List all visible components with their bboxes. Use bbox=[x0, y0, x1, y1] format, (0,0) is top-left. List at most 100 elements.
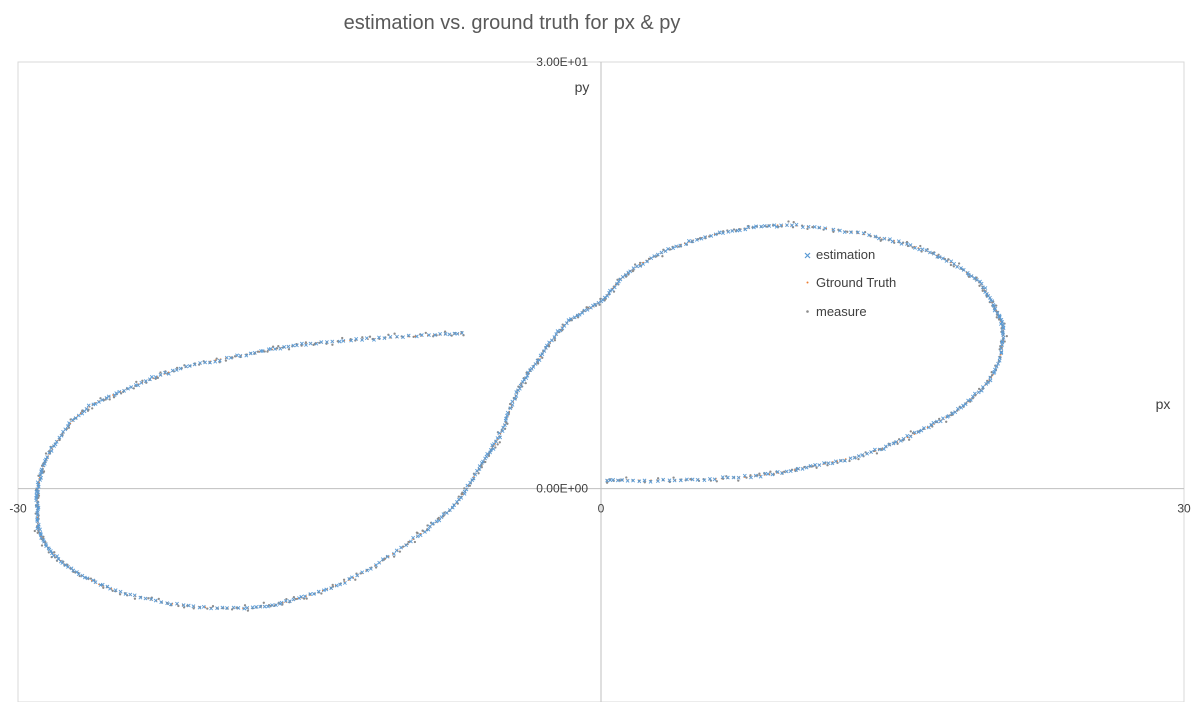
estimation-point bbox=[55, 554, 60, 559]
estimation-point bbox=[759, 224, 764, 229]
estimation-point bbox=[993, 306, 998, 311]
estimation-point bbox=[401, 335, 405, 340]
estimation-point bbox=[66, 564, 70, 569]
estimation-point bbox=[308, 592, 313, 597]
measure-point bbox=[157, 597, 160, 601]
measure-point bbox=[40, 544, 44, 547]
estimation-point bbox=[443, 331, 448, 336]
legend-item-estimation: estimation bbox=[804, 247, 875, 262]
estimation-point bbox=[342, 581, 347, 585]
estimation-point bbox=[394, 548, 399, 553]
estimation-point bbox=[422, 529, 427, 534]
estimation-point bbox=[717, 230, 722, 235]
estimation-point bbox=[980, 385, 985, 390]
estimation-point bbox=[291, 343, 296, 348]
estimation-point bbox=[917, 247, 922, 252]
estimation-point bbox=[634, 264, 639, 269]
estimation-point bbox=[552, 335, 557, 340]
estimation-point bbox=[780, 471, 784, 475]
estimation-point bbox=[891, 441, 896, 446]
estimation-point bbox=[385, 554, 390, 559]
estimation-point bbox=[624, 272, 628, 277]
estimation-point bbox=[575, 313, 580, 318]
estimation-point bbox=[143, 379, 148, 384]
estimation-point bbox=[721, 231, 725, 236]
estimation-point bbox=[45, 455, 50, 460]
estimation-point bbox=[908, 434, 913, 439]
estimation-point bbox=[235, 353, 239, 358]
estimation-point bbox=[993, 367, 997, 372]
estimation-point bbox=[566, 318, 571, 323]
estimation-point bbox=[117, 389, 122, 394]
estimation-point bbox=[430, 521, 435, 526]
estimation-point bbox=[395, 334, 399, 339]
estimation-point bbox=[502, 423, 507, 428]
measure-point bbox=[331, 583, 334, 587]
estimation-point bbox=[988, 298, 993, 303]
estimation-point bbox=[703, 235, 708, 240]
estimation-point bbox=[860, 453, 865, 457]
estimation-point bbox=[979, 388, 984, 393]
estimation-point bbox=[856, 454, 861, 459]
measure-point bbox=[553, 339, 557, 342]
measure-point bbox=[662, 248, 665, 251]
estimation-point bbox=[266, 604, 270, 609]
estimation-point bbox=[794, 468, 799, 472]
estimation-point bbox=[535, 358, 540, 363]
estimation-point bbox=[488, 450, 493, 455]
estimation-point bbox=[912, 430, 917, 435]
estimation-point bbox=[998, 322, 1003, 326]
measure-point bbox=[192, 607, 195, 610]
measure-point bbox=[36, 531, 39, 534]
measure-point bbox=[627, 273, 630, 276]
estimation-point bbox=[988, 375, 993, 380]
estimation-point bbox=[98, 583, 103, 587]
estimation-point bbox=[337, 339, 342, 344]
measure-point bbox=[407, 540, 410, 544]
estimation-point bbox=[175, 601, 179, 606]
estimation-point bbox=[544, 343, 549, 348]
estimation-point bbox=[35, 526, 40, 531]
estimation-point bbox=[966, 398, 971, 403]
estimation-point bbox=[258, 604, 263, 609]
estimation-point bbox=[277, 601, 282, 606]
estimation-point bbox=[877, 447, 882, 452]
estimation-point bbox=[941, 416, 945, 421]
measure-point bbox=[108, 398, 111, 401]
measure-point bbox=[331, 343, 334, 346]
estimation-point bbox=[217, 358, 222, 363]
estimation-point bbox=[354, 336, 359, 341]
measure-point bbox=[496, 443, 499, 446]
estimation-point bbox=[479, 461, 484, 465]
measure-point bbox=[669, 248, 672, 251]
measure-point bbox=[392, 555, 396, 558]
estimation-point bbox=[414, 334, 419, 339]
measure-point bbox=[995, 304, 998, 307]
measure-point bbox=[102, 586, 105, 589]
estimation-point bbox=[966, 272, 971, 277]
measure-point bbox=[536, 362, 540, 365]
measure-point bbox=[517, 385, 520, 388]
estimation-point bbox=[452, 503, 457, 508]
estimation-point bbox=[872, 447, 877, 452]
estimation-point bbox=[441, 512, 446, 517]
measure-point bbox=[905, 240, 909, 244]
estimation-point bbox=[758, 474, 763, 479]
estimation-point bbox=[84, 406, 89, 411]
estimation-point bbox=[959, 266, 963, 270]
estimation-point bbox=[341, 338, 346, 343]
estimation-point bbox=[678, 243, 683, 248]
estimation-point bbox=[823, 226, 828, 231]
measure-point bbox=[484, 460, 487, 464]
estimation-point bbox=[168, 602, 173, 607]
legend-label-measure: measure bbox=[816, 304, 867, 319]
measure-point bbox=[224, 359, 228, 362]
estimation-point bbox=[411, 535, 416, 540]
estimation-point bbox=[388, 334, 393, 339]
measure-point bbox=[341, 336, 344, 340]
estimation-point bbox=[122, 388, 127, 393]
estimation-point bbox=[304, 343, 308, 347]
estimation-point bbox=[955, 264, 960, 269]
estimation-point bbox=[972, 276, 977, 281]
measure-point bbox=[631, 269, 634, 273]
